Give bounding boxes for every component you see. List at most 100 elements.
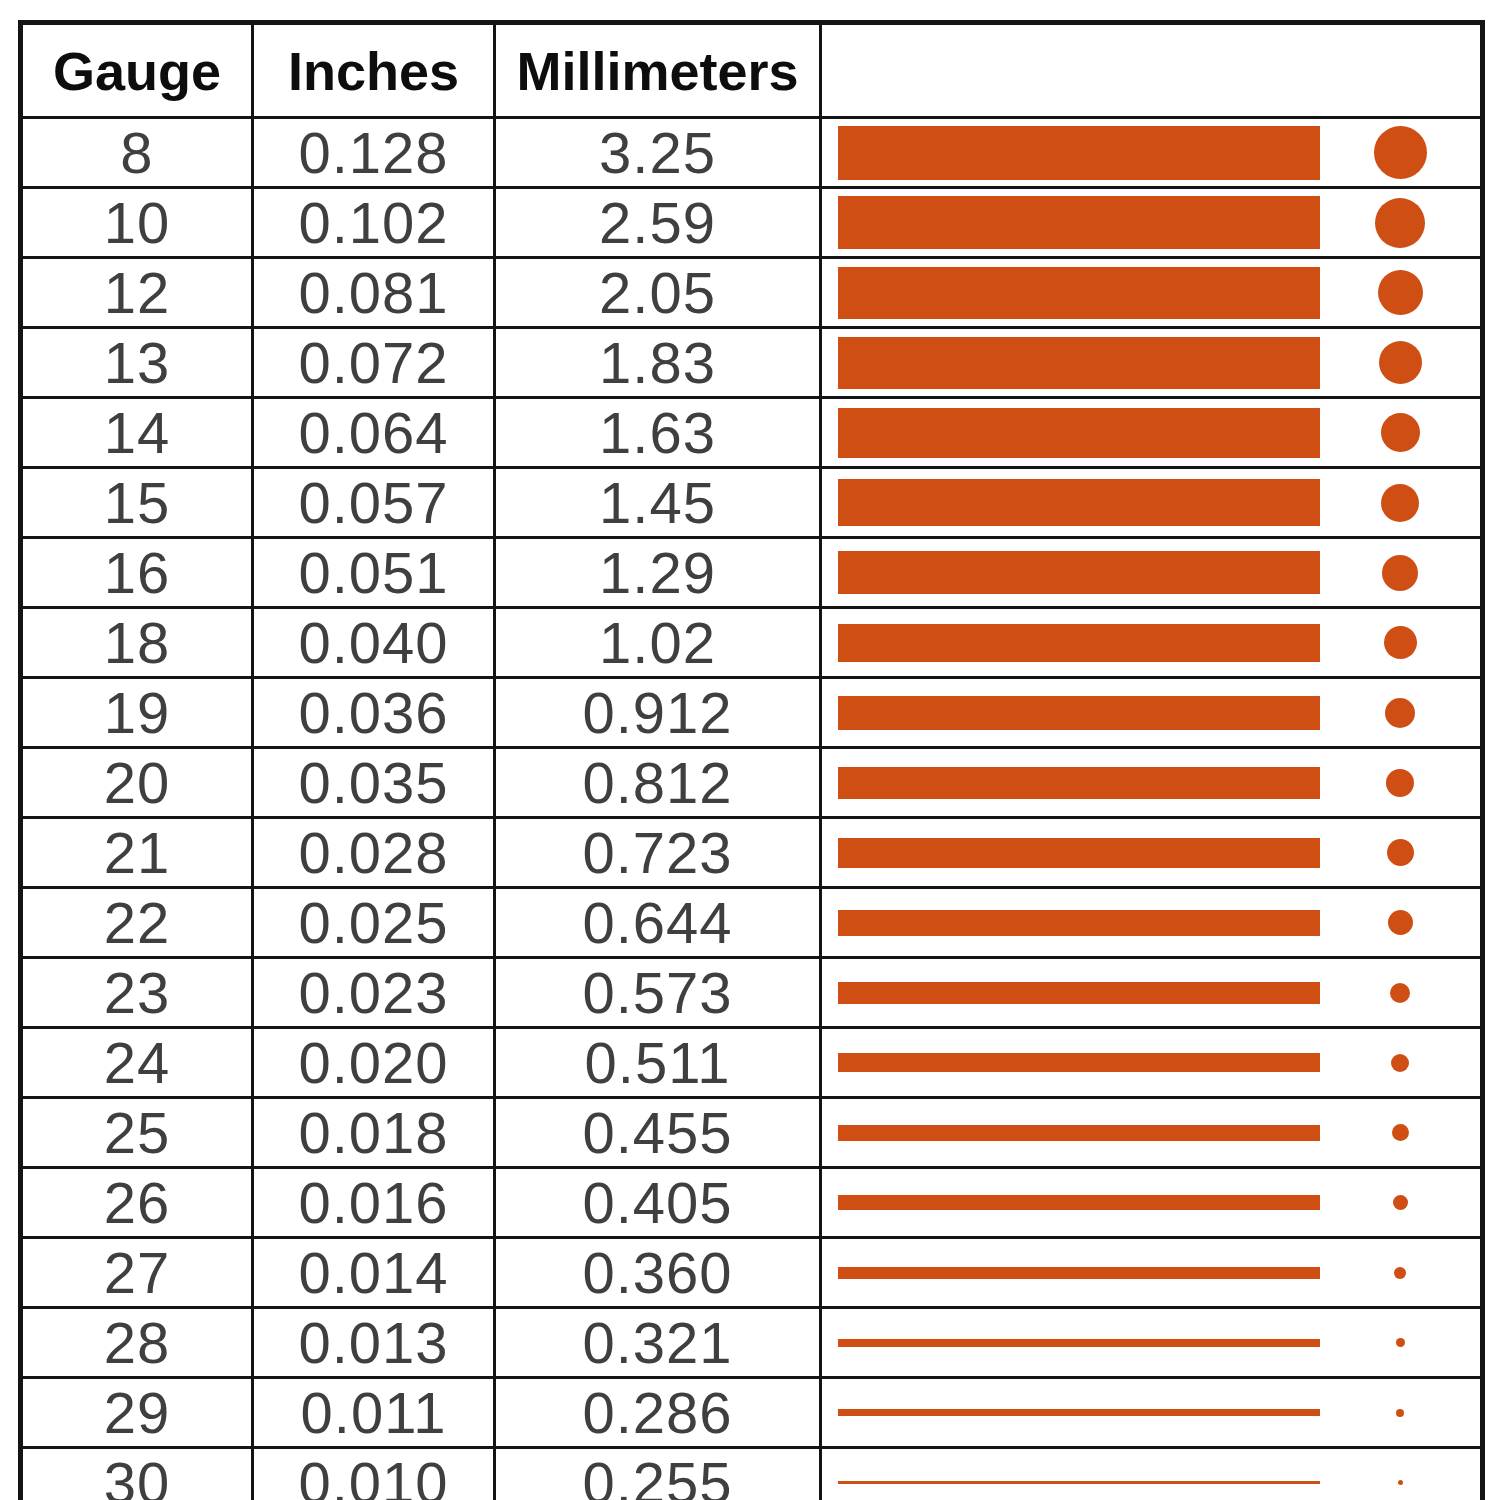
wire-dot-area <box>1320 1480 1480 1485</box>
table-row: 160.0511.29 <box>21 538 1483 608</box>
inches-cell: 0.016 <box>253 1168 495 1238</box>
wire-cross-section-dot <box>1392 1124 1409 1141</box>
gauge-cell: 18 <box>21 608 253 678</box>
gauge-cell: 10 <box>21 188 253 258</box>
wire-size-visual-cell <box>821 958 1483 1028</box>
table-row: 100.1022.59 <box>21 188 1483 258</box>
inches-cell: 0.057 <box>253 468 495 538</box>
gauge-cell: 27 <box>21 1238 253 1308</box>
wire-size-visual-cell <box>821 818 1483 888</box>
millimeters-cell: 0.455 <box>495 1098 821 1168</box>
inches-cell: 0.072 <box>253 328 495 398</box>
wire-gauge-chart: Gauge Inches Millimeters 80.1283.25100.1… <box>0 0 1500 1500</box>
table-row: 80.1283.25 <box>21 118 1483 188</box>
wire-size-visual <box>822 767 1480 799</box>
wire-cross-section-dot <box>1381 413 1420 452</box>
wire-cross-section-dot <box>1396 1338 1405 1347</box>
wire-size-visual <box>822 551 1480 594</box>
inches-cell: 0.128 <box>253 118 495 188</box>
wire-size-visual <box>822 838 1480 868</box>
wire-dot-area <box>1320 983 1480 1003</box>
wire-dot-area <box>1320 1195 1480 1210</box>
millimeters-cell: 1.02 <box>495 608 821 678</box>
wire-thickness-bar <box>838 1053 1320 1072</box>
wire-thickness-bar <box>838 408 1320 458</box>
millimeters-cell: 0.360 <box>495 1238 821 1308</box>
wire-dot-area <box>1320 910 1480 935</box>
wire-size-visual <box>822 1124 1480 1141</box>
millimeters-cell: 0.405 <box>495 1168 821 1238</box>
wire-size-visual <box>822 696 1480 730</box>
gauge-cell: 14 <box>21 398 253 468</box>
wire-dot-area <box>1320 484 1480 522</box>
wire-dot-area <box>1320 413 1480 452</box>
table-row: 140.0641.63 <box>21 398 1483 468</box>
wire-size-visual-cell <box>821 1448 1483 1500</box>
wire-size-visual <box>822 1195 1480 1210</box>
wire-cross-section-dot <box>1391 1054 1409 1072</box>
wire-thickness-bar <box>838 479 1320 526</box>
gauge-table: Gauge Inches Millimeters 80.1283.25100.1… <box>18 20 1485 1500</box>
visual-column-header <box>821 23 1483 118</box>
wire-thickness-bar <box>838 982 1320 1004</box>
wire-size-visual-cell <box>821 1028 1483 1098</box>
gauge-cell: 25 <box>21 1098 253 1168</box>
table-row: 220.0250.644 <box>21 888 1483 958</box>
millimeters-cell: 0.812 <box>495 748 821 818</box>
gauge-cell: 13 <box>21 328 253 398</box>
millimeters-cell: 2.59 <box>495 188 821 258</box>
wire-cross-section-dot <box>1382 555 1418 591</box>
wire-thickness-bar <box>838 767 1320 799</box>
wire-dot-area <box>1320 769 1480 797</box>
wire-dot-area <box>1320 1124 1480 1141</box>
table-row: 260.0160.405 <box>21 1168 1483 1238</box>
table-row: 230.0230.573 <box>21 958 1483 1028</box>
wire-thickness-bar <box>838 337 1320 389</box>
table-row: 280.0130.321 <box>21 1308 1483 1378</box>
wire-size-visual <box>822 267 1480 319</box>
inches-cell: 0.011 <box>253 1378 495 1448</box>
inches-cell: 0.028 <box>253 818 495 888</box>
inches-cell: 0.102 <box>253 188 495 258</box>
inches-cell: 0.023 <box>253 958 495 1028</box>
wire-size-visual <box>822 126 1480 180</box>
wire-thickness-bar <box>838 838 1320 868</box>
wire-size-visual-cell <box>821 258 1483 328</box>
wire-thickness-bar <box>838 196 1320 249</box>
wire-size-visual-cell <box>821 608 1483 678</box>
wire-size-visual <box>822 1267 1480 1279</box>
wire-thickness-bar <box>838 1125 1320 1141</box>
wire-dot-area <box>1320 698 1480 728</box>
wire-cross-section-dot <box>1378 270 1423 315</box>
wire-dot-area <box>1320 1409 1480 1417</box>
table-row: 240.0200.511 <box>21 1028 1483 1098</box>
wire-size-visual-cell <box>821 328 1483 398</box>
gauge-cell: 22 <box>21 888 253 958</box>
wire-size-visual-cell <box>821 1378 1483 1448</box>
table-row: 180.0401.02 <box>21 608 1483 678</box>
wire-dot-area <box>1320 555 1480 591</box>
wire-size-visual <box>822 910 1480 936</box>
wire-dot-area <box>1320 626 1480 659</box>
table-row: 270.0140.360 <box>21 1238 1483 1308</box>
inches-cell: 0.036 <box>253 678 495 748</box>
gauge-cell: 20 <box>21 748 253 818</box>
wire-size-visual-cell <box>821 888 1483 958</box>
wire-thickness-bar <box>838 910 1320 936</box>
wire-dot-area <box>1320 270 1480 315</box>
inches-cell: 0.010 <box>253 1448 495 1500</box>
wire-dot-area <box>1320 839 1480 866</box>
inches-cell: 0.064 <box>253 398 495 468</box>
gauge-cell: 8 <box>21 118 253 188</box>
inches-cell: 0.051 <box>253 538 495 608</box>
gauge-cell: 21 <box>21 818 253 888</box>
millimeters-cell: 0.912 <box>495 678 821 748</box>
wire-cross-section-dot <box>1388 910 1413 935</box>
gauge-cell: 12 <box>21 258 253 328</box>
gauge-cell: 23 <box>21 958 253 1028</box>
wire-size-visual <box>822 1480 1480 1485</box>
wire-thickness-bar <box>838 624 1320 662</box>
wire-thickness-bar <box>838 696 1320 730</box>
wire-thickness-bar <box>838 551 1320 594</box>
gauge-column-header: Gauge <box>21 23 253 118</box>
